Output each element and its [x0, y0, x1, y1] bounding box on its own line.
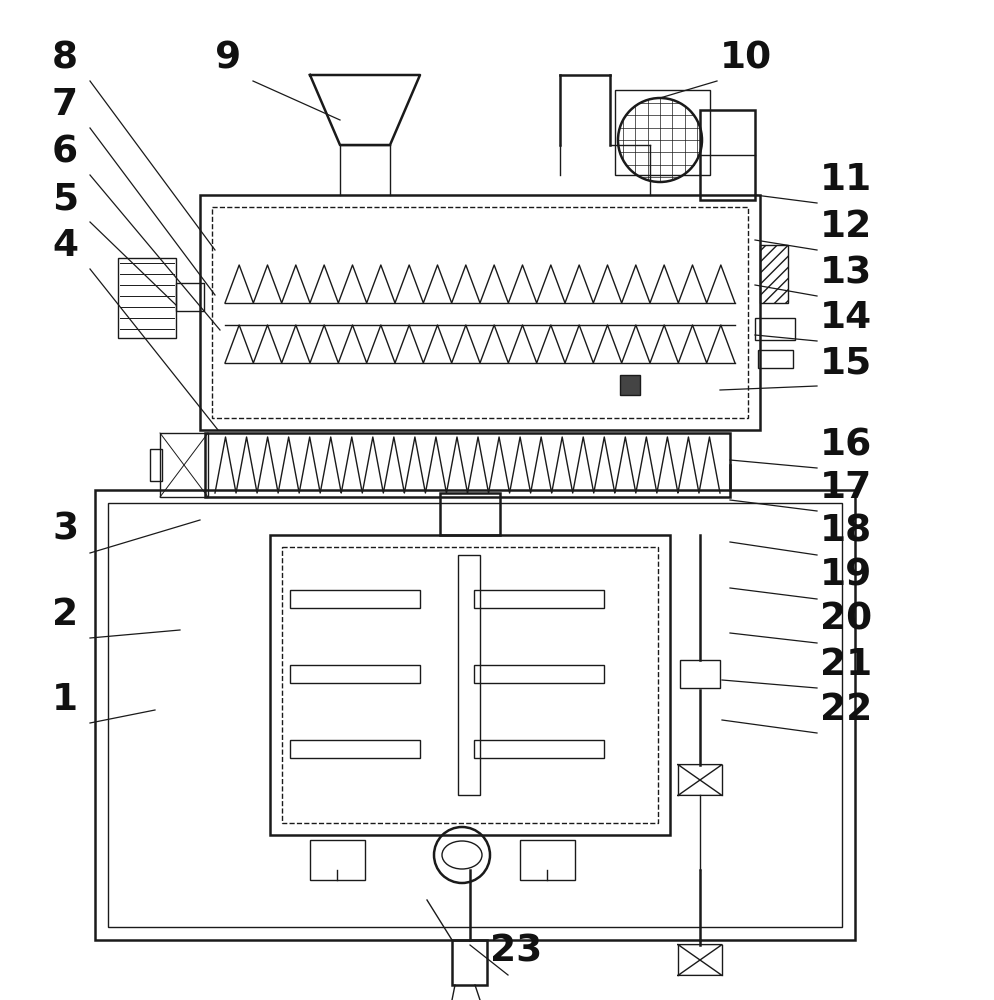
Bar	[679, 660, 720, 688]
Bar	[473, 590, 603, 608]
Bar	[619, 375, 639, 395]
Bar	[310, 840, 365, 880]
Bar	[520, 840, 575, 880]
Text: 14: 14	[819, 300, 872, 336]
Text: 11: 11	[819, 162, 872, 198]
Bar	[473, 665, 603, 683]
Bar	[759, 245, 787, 303]
Text: 15: 15	[819, 345, 872, 381]
Text: 12: 12	[819, 209, 872, 245]
Text: 5: 5	[52, 181, 79, 217]
Bar	[176, 283, 204, 311]
Text: 9: 9	[215, 40, 241, 76]
Bar	[212, 207, 747, 418]
Bar	[94, 490, 854, 940]
Bar	[150, 449, 162, 481]
Bar	[473, 740, 603, 758]
Text: 16: 16	[819, 427, 872, 463]
Text: 10: 10	[720, 40, 771, 76]
Bar	[160, 433, 208, 497]
Bar	[451, 940, 486, 985]
Text: 1: 1	[52, 682, 79, 718]
Text: 21: 21	[819, 647, 872, 683]
Bar	[439, 493, 500, 535]
Bar	[700, 110, 754, 200]
Text: 7: 7	[52, 87, 79, 123]
Bar	[289, 665, 419, 683]
Bar	[200, 195, 759, 430]
Bar	[281, 547, 657, 823]
Bar	[754, 318, 794, 340]
Text: 3: 3	[52, 512, 79, 548]
Text: 22: 22	[819, 692, 872, 728]
Text: 17: 17	[819, 470, 872, 506]
Bar	[289, 740, 419, 758]
Text: 6: 6	[52, 134, 79, 170]
Text: 23: 23	[489, 934, 542, 970]
Bar	[289, 590, 419, 608]
Text: 2: 2	[52, 597, 79, 633]
Bar	[457, 555, 479, 795]
Bar	[269, 535, 669, 835]
Bar	[757, 350, 792, 368]
Text: 13: 13	[819, 255, 872, 291]
Text: 8: 8	[52, 40, 79, 76]
Text: 20: 20	[819, 602, 872, 638]
Bar	[108, 503, 841, 927]
Bar	[118, 258, 176, 338]
Bar	[205, 433, 730, 497]
Text: 18: 18	[819, 514, 872, 550]
Bar	[614, 90, 710, 175]
Text: 19: 19	[819, 558, 872, 594]
Text: 4: 4	[52, 228, 78, 264]
